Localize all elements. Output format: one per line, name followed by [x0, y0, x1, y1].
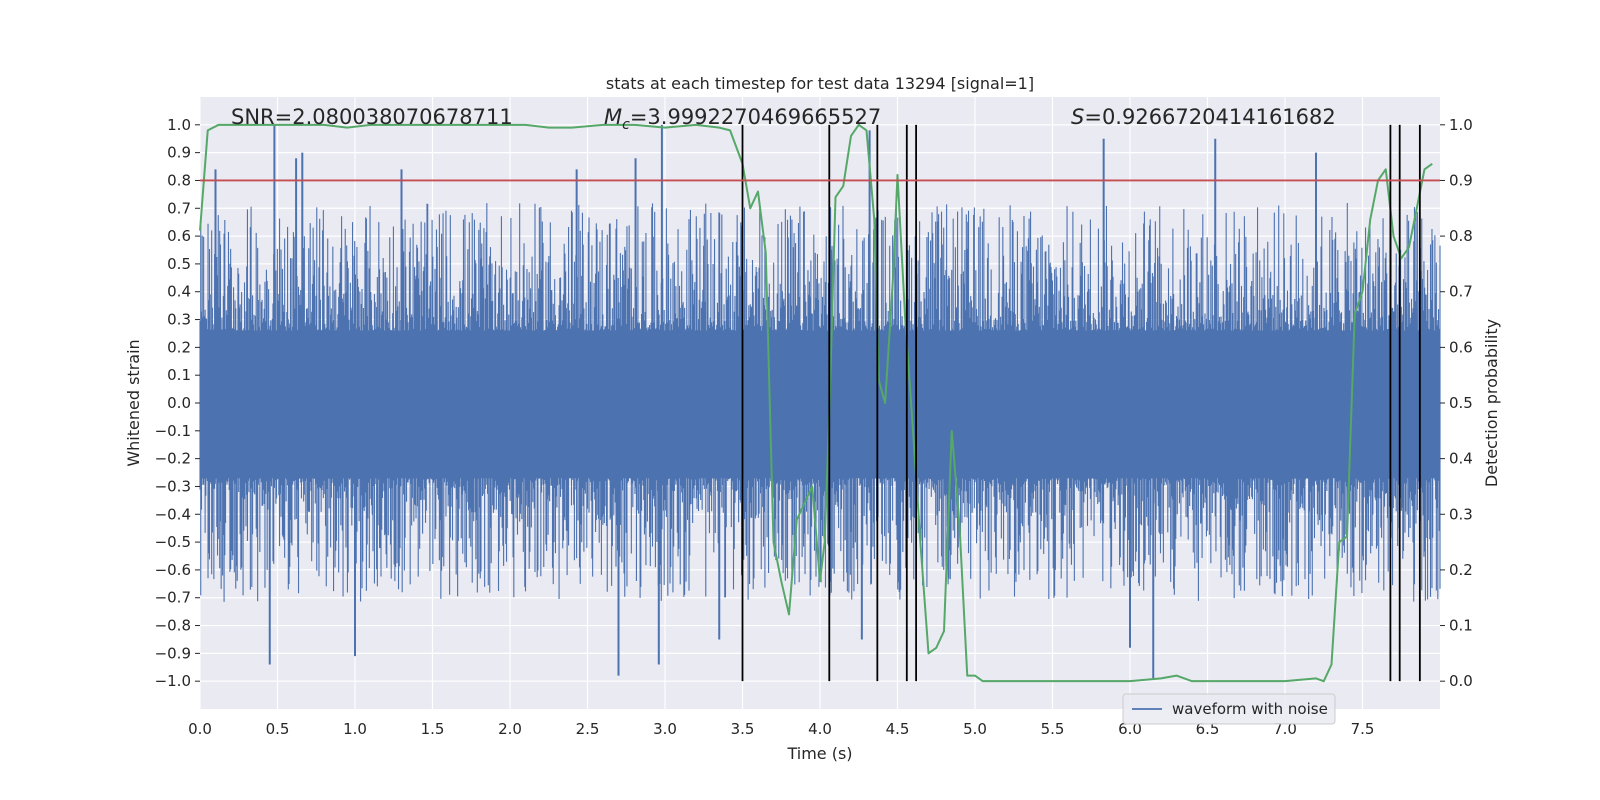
- y-tick-label: −0.4: [155, 505, 191, 523]
- snr-annotation: SNR=2.080038070678711: [231, 105, 513, 129]
- y-tick-label: −0.3: [155, 477, 191, 495]
- x-tick-label: 0.5: [266, 720, 290, 738]
- waveform-series: [199, 124, 1441, 679]
- x-tick-label: 4.5: [886, 720, 910, 738]
- y-tick-label: −1.0: [155, 672, 191, 690]
- y2-tick-label: 0.9: [1449, 171, 1473, 189]
- y-tick-label: 0.6: [167, 227, 191, 245]
- y-tick-label: 0.3: [167, 311, 191, 329]
- y-axis-title: Whitened strain: [124, 339, 143, 466]
- y-tick-label: −0.9: [155, 644, 191, 662]
- s-annotation: S=0.9266720414161682: [1071, 105, 1336, 129]
- y2-tick-label: 0.7: [1449, 283, 1473, 301]
- y-tick-label: −0.1: [155, 422, 191, 440]
- x-tick-label: 5.0: [963, 720, 987, 738]
- probability-series: [199, 123, 1433, 683]
- x-axis-title: Time (s): [786, 744, 852, 763]
- mc-annotation: Mc=3.9992270469665527: [604, 105, 881, 133]
- y-tick-label: −0.2: [155, 450, 191, 468]
- y-tick-label: 0.2: [167, 338, 191, 356]
- mc-value: =3.9992270469665527: [630, 105, 881, 129]
- x-tick-label: 4.0: [808, 720, 832, 738]
- x-tick-label: 2.5: [576, 720, 600, 738]
- y2-tick-label: 0.6: [1449, 338, 1473, 356]
- y2-tick-label: 1.0: [1449, 116, 1473, 134]
- y2-tick-label: 0.2: [1449, 561, 1473, 579]
- legend-box: [1122, 693, 1336, 725]
- vertical-lines: [741, 124, 1421, 682]
- s-symbol: S: [1071, 105, 1084, 129]
- chart-title: stats at each timestep for test data 132…: [606, 74, 1034, 93]
- y2-tick-label: 0.1: [1449, 617, 1473, 635]
- y-tick-label: 0.8: [167, 171, 191, 189]
- y2-axis-title: Detection probability: [1482, 319, 1501, 487]
- waveform-trace: [199, 202, 1441, 602]
- x-tick-label: 0.0: [188, 720, 212, 738]
- y-tick-label: 0.9: [167, 144, 191, 162]
- x-tick-label: 2.0: [498, 720, 522, 738]
- legend: waveform with noise: [1122, 693, 1336, 725]
- x-tick-label: 7.5: [1351, 720, 1375, 738]
- y-tick-label: −0.7: [155, 589, 191, 607]
- y2-tick-label: 0.5: [1449, 394, 1473, 412]
- s-value: =0.9266720414161682: [1084, 105, 1335, 129]
- x-tick-label: 1.5: [421, 720, 445, 738]
- y-tick-label: −0.8: [155, 617, 191, 635]
- y-tick-label: 0.4: [167, 283, 191, 301]
- y2-tick-label: 0.0: [1449, 672, 1473, 690]
- y-tick-label: 0.1: [167, 366, 191, 384]
- mc-symbol: M: [604, 105, 622, 129]
- y-tick-label: 0.7: [167, 199, 191, 217]
- x-tick-label: 3.0: [653, 720, 677, 738]
- x-tick-label: 3.5: [731, 720, 755, 738]
- y-tick-label: 1.0: [167, 116, 191, 134]
- y-ticks: 1.0 0.9 0.8 0.7 0.6 0.5 0.4 0.3 0.2 0.1 0.0 −0.1 −0.…: [155, 116, 200, 690]
- y2-tick-label: 0.3: [1449, 505, 1473, 523]
- x-tick-label: 5.5: [1041, 720, 1065, 738]
- legend-label: waveform with noise: [1172, 700, 1328, 718]
- x-tick-label: 1.0: [343, 720, 367, 738]
- y-tick-label: 0.5: [167, 255, 191, 273]
- y2-tick-label: 0.8: [1449, 227, 1473, 245]
- mc-subscript: c: [622, 117, 630, 133]
- probability-line: [199, 123, 1433, 683]
- y2-ticks: 1.0 0.9 0.8 0.7 0.6 0.5 0.4 0.3 0.2 0.1 0.0: [1440, 116, 1473, 690]
- y2-tick-label: 0.4: [1449, 450, 1473, 468]
- y-tick-label: −0.6: [155, 561, 191, 579]
- y-tick-label: 0.0: [167, 394, 191, 412]
- y-tick-label: −0.5: [155, 533, 191, 551]
